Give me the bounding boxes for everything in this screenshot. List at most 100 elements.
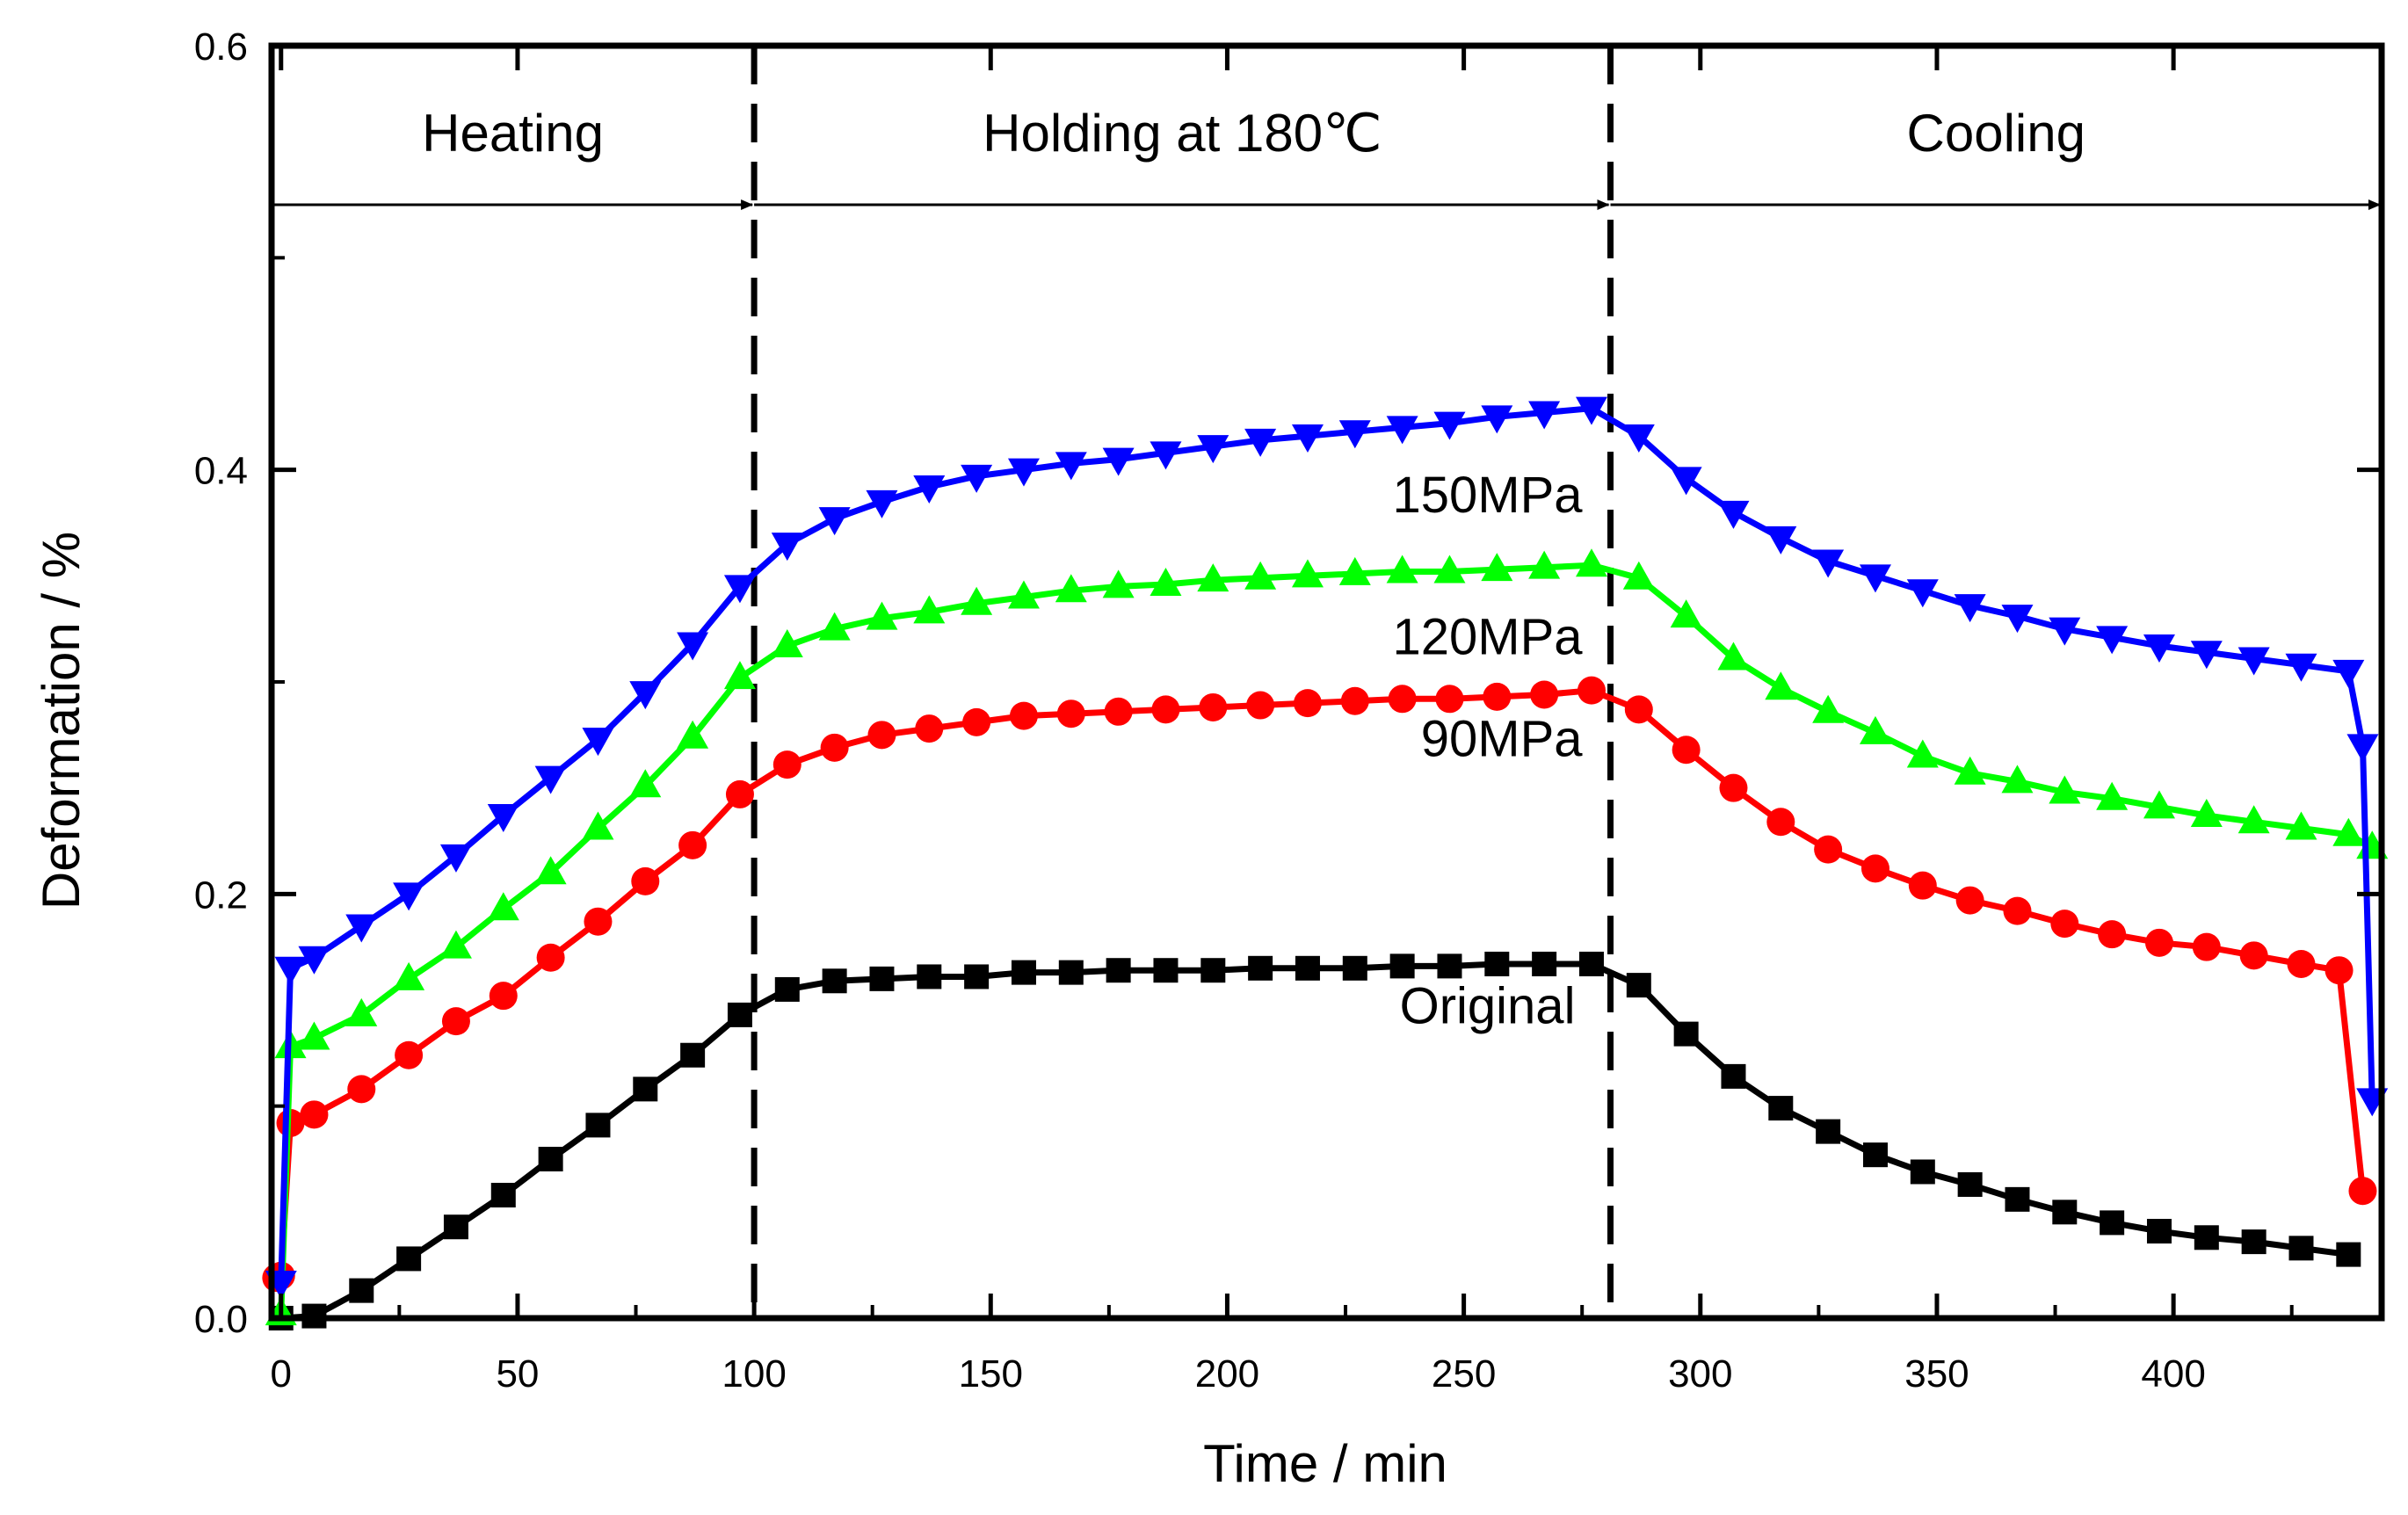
data-point-original [2005,1186,2030,1212]
series-original [268,951,2361,1330]
data-point-original [1200,958,1226,983]
data-point-original [869,966,895,991]
data-point-150mpa [913,475,946,504]
data-point-120mpa [1481,553,1513,582]
data-point-150mpa [1575,396,1607,425]
data-point-120mpa [913,595,946,624]
data-point-120mpa [2332,817,2365,846]
data-point-original [1957,1171,1983,1197]
data-point-90mpa [1340,686,1369,715]
data-point-90mpa [2192,932,2221,961]
data-point-90mpa [2325,956,2354,985]
data-point-original [349,1278,374,1303]
x-tick-label: 350 [1904,1352,1969,1395]
series-labels: Original 90MPa 120MPa 150MPa [1393,467,1584,1035]
data-point-120mpa [2238,805,2270,834]
data-point-90mpa [2003,896,2032,925]
data-point-150mpa [2190,641,2223,670]
data-point-original [443,1214,468,1240]
data-point-90mpa [1624,695,1653,724]
data-point-120mpa [1954,756,1986,785]
data-point-original [1816,1119,1841,1144]
data-point-120mpa [1007,580,1040,609]
y-tick-label: 0.2 [194,873,248,917]
data-point-original [396,1246,422,1272]
data-point-original [822,968,847,994]
data-point-120mpa [1812,694,1845,723]
data-point-120mpa [2049,775,2081,804]
data-point-original [680,1042,706,1068]
data-point-original [774,976,800,1002]
data-point-150mpa [771,533,803,562]
data-point-90mpa [915,714,944,743]
data-point-120mpa [1906,739,1939,768]
series-label-120mpa: 120MPa [1393,609,1584,666]
data-point-120mpa [1717,642,1750,671]
data-point-150mpa [1670,467,1702,496]
x-tick-label: 50 [496,1352,539,1395]
data-point-120mpa [298,1021,330,1050]
data-point-150mpa [1481,405,1513,434]
series-line-150mpa [278,405,2375,1283]
data-point-original [2194,1225,2219,1250]
data-point-90mpa [1009,701,1038,730]
data-point-original [1295,955,1320,981]
data-point-original [1532,951,1557,976]
x-tick-label: 300 [1668,1352,1732,1395]
data-point-90mpa [441,1007,470,1036]
series-120mpa [265,548,2389,1326]
y-tick-label: 0.4 [194,450,248,493]
data-point-150mpa [1859,564,1891,593]
data-point-90mpa [2050,910,2079,939]
data-point-original [1011,960,1036,985]
data-point-90mpa [347,1075,376,1104]
data-point-150mpa [582,728,614,757]
phase-labels: Heating Holding at 180℃ Cooling [422,104,2085,163]
data-point-150mpa [1102,447,1135,476]
data-point-90mpa [2098,920,2127,949]
data-point-150mpa [2096,626,2129,655]
data-point-90mpa [300,1100,329,1129]
axes: 0 50 100 150 200 250 300 350 400 0.0 0.2 0.4 0.6 [194,25,2385,1395]
series-90mpa [262,676,2377,1293]
data-point-150mpa [393,882,425,911]
data-point-original [727,1002,752,1027]
data-point-150mpa [1765,526,1797,555]
data-point-90mpa [2239,941,2268,970]
data-point-120mpa [1859,715,1891,744]
data-point-150mpa [1433,411,1466,440]
data-point-120mpa [1055,574,1087,603]
data-point-original [1389,953,1415,979]
data-point-120mpa [1433,555,1466,584]
data-point-150mpa [629,681,662,710]
data-point-90mpa [867,721,896,750]
data-point-90mpa [1483,682,1512,711]
series-label-150mpa: 150MPa [1393,467,1584,524]
data-point-150mpa [439,844,472,873]
data-point-original [1578,951,1604,976]
data-point-90mpa [725,779,754,808]
x-tick-label: 150 [959,1352,1023,1395]
data-point-90mpa [962,707,991,736]
data-point-90mpa [536,943,565,972]
data-point-120mpa [487,892,519,921]
data-point-150mpa [677,632,709,661]
data-point-120mpa [1386,555,1418,584]
data-point-120mpa [866,601,898,630]
series-150mpa [265,396,2389,1299]
data-point-original [1342,955,1367,981]
data-point-original [2100,1210,2125,1236]
data-point-original [585,1113,611,1138]
phase-label-cooling: Cooling [1907,104,2085,163]
data-point-150mpa [2001,605,2034,634]
data-point-90mpa [395,1040,424,1069]
series-line-90mpa [274,687,2366,1281]
data-point-120mpa [1528,550,1561,579]
y-tick-label: 0.0 [194,1298,248,1341]
data-point-120mpa [582,811,614,840]
data-point-original [1721,1063,1746,1089]
data-point-120mpa [439,930,472,959]
data-point-150mpa [1386,416,1418,445]
data-point-150mpa [1291,424,1324,453]
data-point-120mpa [1244,561,1277,590]
